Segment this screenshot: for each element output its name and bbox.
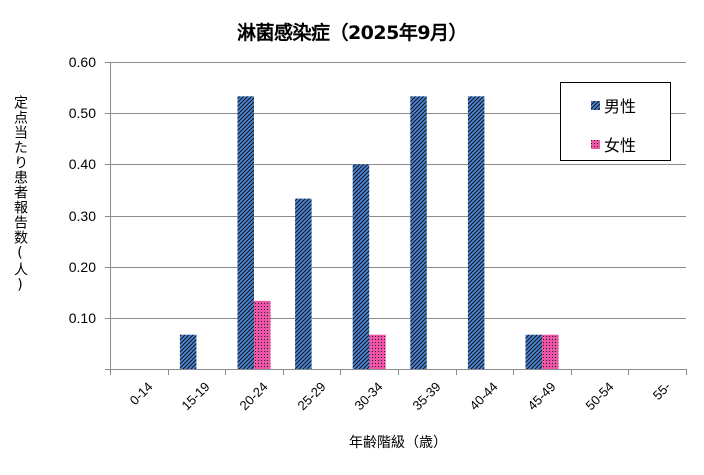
legend: 男性 女性 [560,82,671,161]
chart-title: 淋菌感染症（2025年9月） [236,22,468,44]
x-axis-label: 年齢階級（歳） [349,435,447,451]
y-tick-label: 0.40 [68,155,96,172]
bar-male [179,334,197,369]
bar-male [352,164,370,369]
bar-male [525,334,542,369]
bar-male [467,96,485,370]
legend-item-male: 男性 [591,93,636,117]
bar-female [369,334,386,369]
legend-item-female: 女性 [591,132,636,156]
bar-male [237,96,254,370]
bar-female [254,300,271,369]
y-tick-label: 0.50 [68,104,96,121]
legend-label-male: 男性 [604,97,637,116]
bar-female [542,334,559,369]
bar-male [410,96,427,370]
y-tick-label: 0.60 [68,53,96,70]
bar-male [295,198,312,369]
y-tick-label: 0.10 [68,309,96,326]
legend-label-female: 女性 [604,136,637,155]
male-swatch-icon [591,100,600,110]
y-axis-label: 定点当たり患者報告数(人) [12,95,28,294]
y-tick-label: 0.30 [68,207,96,224]
female-swatch-icon [591,139,600,149]
y-tick-label: 0.20 [68,258,96,275]
